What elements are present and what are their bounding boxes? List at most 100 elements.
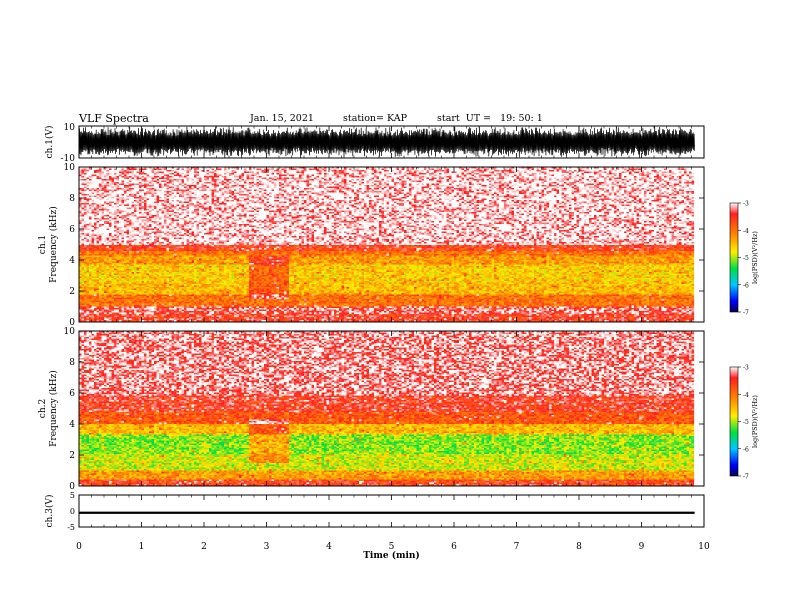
ch1-spectrogram-cell — [194, 172, 197, 174]
ch1-spectrogram-cell — [284, 170, 287, 172]
ch1-spectrogram-cell — [367, 172, 370, 174]
ch1-spectrogram-cell — [159, 170, 162, 172]
ch1-spectrogram-cell — [647, 169, 650, 171]
ch1-spectrogram-cell — [247, 170, 250, 172]
ch1-spectrogram-cell — [447, 170, 450, 172]
ch1-spectrogram-cell — [247, 172, 250, 174]
ch1-spectrogram-cell — [662, 170, 665, 172]
ch1-spectrogram-cell — [314, 170, 317, 172]
ch1-spectrogram-cell — [622, 170, 625, 172]
ch1-spectrogram-cell — [262, 172, 265, 174]
ch1-spectrogram-cell — [477, 172, 480, 174]
ch1-spectrogram-cell — [304, 170, 307, 172]
ch1-spectrogram-cell — [199, 169, 202, 171]
ch1-spectrogram-cell — [552, 170, 555, 172]
ch1-spectrogram-cell — [337, 170, 340, 172]
ch1-spectrogram-cell — [164, 172, 167, 174]
ch1-spectrogram-cell — [624, 169, 627, 171]
ch1-spectrogram-cell — [144, 172, 147, 174]
ch1-spectrogram-cell — [162, 169, 165, 171]
ch1-spectrogram-cell — [282, 170, 285, 172]
ch1-spectrogram-cell — [427, 170, 430, 172]
ch1-spectrogram-cell — [482, 170, 485, 172]
ch1-spectrogram-cell — [339, 172, 342, 174]
ch1-spectrogram-cell — [322, 170, 325, 172]
ch1-spectrogram-cell — [449, 172, 452, 174]
ch1-spectrogram-cell — [574, 170, 577, 172]
ch1-spectrogram-cell — [557, 169, 560, 171]
ch1-spectrogram-cell — [647, 170, 650, 172]
ch1-spectrogram-cell — [162, 170, 165, 172]
ch1-spectrogram-cell — [94, 172, 97, 174]
ch1-spectrogram-cell — [469, 170, 472, 172]
ch1-spectrogram-cell — [229, 170, 232, 172]
ch1-spectrogram-cell — [369, 170, 372, 172]
ch1-spectrogram-cell — [129, 170, 132, 172]
ch1-spectrogram-cell — [354, 172, 357, 174]
ch1-spectrogram-cell — [99, 170, 102, 172]
ch1-spectrogram-cell — [467, 169, 470, 171]
ch1-spectrogram-cell — [354, 169, 357, 171]
ch1-spectrogram-cell — [197, 172, 200, 174]
ch1-spectrogram-cell — [114, 170, 117, 172]
ch1-spectrogram-cell — [562, 170, 565, 172]
ch1-spectrogram-cell — [497, 172, 500, 174]
ch1-spectrogram-cell — [684, 170, 687, 172]
ch1-spectrogram-cell — [257, 170, 260, 172]
ch1-spectrogram-cell — [497, 170, 500, 172]
ch1-spectrogram-cell — [364, 170, 367, 172]
ch1-spectrogram-cell — [134, 170, 137, 172]
ch1-spectrogram-cell — [337, 169, 340, 171]
ch1-spectrogram-cell — [547, 170, 550, 172]
ch1-spectrogram-cell — [344, 172, 347, 174]
ch1-spectrogram-cell — [237, 172, 240, 174]
ch1-spectrogram-cell — [159, 169, 162, 171]
ch1-spectrogram-cell — [399, 170, 402, 172]
ch1-spectrogram-cell — [489, 170, 492, 172]
ch1-spectrogram-cell — [522, 169, 525, 171]
ch1-spectrogram-cell — [234, 170, 237, 172]
ch1-spectrogram-cell — [182, 172, 185, 174]
ch1-spectrogram-cell — [529, 169, 532, 171]
ch1-spectrogram-cell — [482, 169, 485, 171]
ch1-spectrogram-cell — [492, 170, 495, 172]
ch1-spectrogram-cell — [192, 169, 195, 171]
ch1-spectrogram-cell — [192, 172, 195, 174]
ch1-spectrogram-cell — [162, 172, 165, 174]
ch1-spectrogram-cell — [189, 170, 192, 172]
ch1-spectrogram-cell — [399, 169, 402, 171]
ch1-spectrogram-cell — [589, 170, 592, 172]
ch1-spectrogram-cell — [487, 170, 490, 172]
ch1-spectrogram-cell — [294, 170, 297, 172]
ch1-spectrogram-cell — [567, 170, 570, 172]
ch1-spectrogram-cell — [349, 170, 352, 172]
ch1-spectrogram-cell — [294, 169, 297, 171]
ch1-spectrogram-cell — [387, 172, 390, 174]
ch1-spectrogram-cell — [102, 172, 105, 174]
ch1-spectrogram-cell — [532, 169, 535, 171]
ch1-spectrogram-cell — [609, 169, 612, 171]
ch1-spectrogram-cell — [412, 170, 415, 172]
ch1-spectrogram-cell — [379, 169, 382, 171]
ch1-spectrogram-cell — [462, 172, 465, 174]
ch1-spectrogram-cell — [109, 172, 112, 174]
ch1-spectrogram-cell — [559, 169, 562, 171]
ch1-spectrogram-cell — [134, 172, 137, 174]
ch1-spectrogram-cell — [654, 169, 657, 171]
ch1-spectrogram-cell — [564, 170, 567, 172]
ch1-spectrogram-cell — [529, 170, 532, 172]
ch1-spectrogram-cell — [112, 170, 115, 172]
ch1-spectrogram-cell — [689, 170, 692, 172]
ch1-spectrogram-cell — [509, 169, 512, 171]
ch1-spectrogram-cell — [617, 170, 620, 172]
ch1-spectrogram-cell — [604, 170, 607, 172]
ch1-spectrogram-cell — [599, 170, 602, 172]
ch1-spectrogram-cell — [397, 172, 400, 174]
ch1-spectrogram-cell — [534, 170, 537, 172]
ch1-spectrogram-cell — [297, 170, 300, 172]
ch1-spectrogram-cell — [479, 170, 482, 172]
ch1-spectrogram-cell — [277, 172, 280, 174]
ch1-spectrogram-cell — [117, 172, 120, 174]
ch1-spectrogram-cell — [254, 170, 257, 172]
ch1-spectrogram-cell — [207, 169, 210, 171]
